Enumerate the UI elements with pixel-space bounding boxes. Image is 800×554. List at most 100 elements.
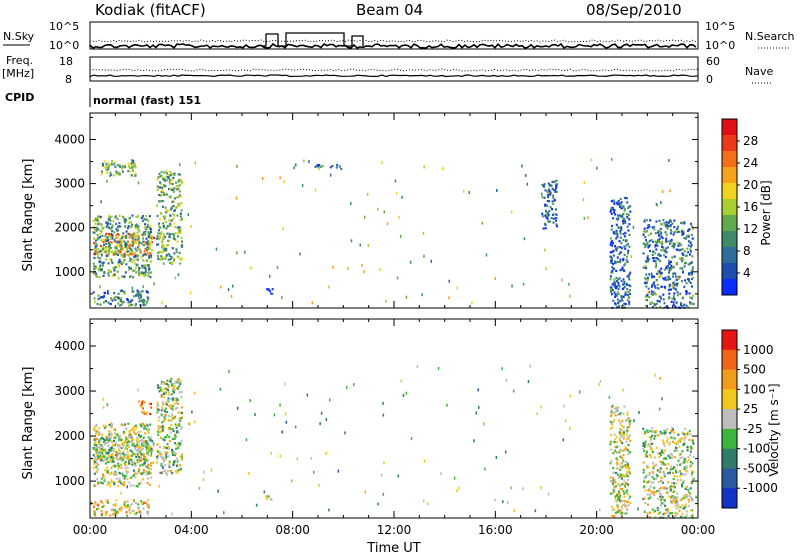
velocity-echo-cell xyxy=(107,460,110,464)
power-echo-cell xyxy=(114,246,117,249)
power-echo-cell xyxy=(131,223,134,226)
power-echo-cell xyxy=(609,255,612,258)
power-echo-cell xyxy=(690,297,693,300)
power-echo-cell xyxy=(118,222,121,225)
power-echo-cell xyxy=(153,236,156,240)
power-echo-cell xyxy=(669,242,671,245)
velocity-echo-cell xyxy=(95,461,98,465)
power-echo-cell xyxy=(682,270,684,273)
power-echo-cell xyxy=(649,302,652,305)
velocity-echo-cell xyxy=(169,404,172,407)
power-echo-cell xyxy=(172,260,175,263)
power-echo-cell xyxy=(120,240,123,243)
velocity-echo-cell xyxy=(176,460,179,463)
power-echo-cell xyxy=(619,197,622,201)
power-echo-cell xyxy=(161,244,164,247)
power-echo-cell xyxy=(180,236,183,240)
velocity-echo-cell xyxy=(112,513,115,516)
velocity-echo-cell xyxy=(660,502,663,505)
power-echo-cell xyxy=(163,249,166,252)
power-echo-cell xyxy=(617,302,619,305)
velocity-echo-cell xyxy=(364,490,367,494)
velocity-echo-cell xyxy=(136,450,139,453)
power-echo-cell xyxy=(178,257,181,260)
power-echo-cell xyxy=(92,291,95,294)
velocity-echo-cell xyxy=(138,447,141,450)
velocity-echo-cell xyxy=(152,443,155,446)
power-echo-cell xyxy=(626,287,629,291)
velocity-echo-cell xyxy=(675,498,678,502)
velocity-echo-cell xyxy=(687,446,690,449)
velocity-echo-cell xyxy=(647,497,650,500)
power-echo-cell xyxy=(95,239,97,242)
velocity-echo-cell xyxy=(653,478,656,481)
velocity-echo-cell xyxy=(653,511,656,514)
velocity-echo-cell xyxy=(123,477,126,480)
velocity-echo-cell xyxy=(672,428,674,431)
power-echo-cell xyxy=(545,216,548,219)
velocity-echo-cell xyxy=(382,492,385,496)
power-echo-cell xyxy=(646,226,649,230)
velocity-echo-cell xyxy=(685,465,688,468)
power-echo-cell xyxy=(105,254,108,257)
velocity-echo-cell xyxy=(156,401,159,404)
power-echo-cell xyxy=(104,168,107,171)
power-echo-cell xyxy=(628,277,631,280)
power-echo-cell xyxy=(98,217,101,220)
power-echo-cell xyxy=(108,269,111,272)
power-echo-cell xyxy=(96,275,99,278)
power-echo-cell xyxy=(138,293,141,296)
power-echo-cell xyxy=(671,283,674,287)
power-echo-cell xyxy=(187,213,190,217)
velocity-echo-cell xyxy=(115,472,118,475)
velocity-echo-cell xyxy=(93,502,96,505)
velocity-echo-cell xyxy=(619,509,622,512)
velocity-echo-cell xyxy=(124,505,126,508)
velocity-echo-cell xyxy=(110,471,113,474)
velocity-echo-cell xyxy=(93,512,96,516)
velocity-echo-cell xyxy=(170,393,173,396)
velocity-echo-cell xyxy=(102,397,105,401)
power-echo-cell xyxy=(131,251,134,254)
velocity-echo-cell xyxy=(663,512,666,515)
velocity-echo-cell xyxy=(146,430,149,433)
velocity-echo-cell xyxy=(113,447,116,450)
velocity-echo-cell xyxy=(120,457,123,460)
velocity-echo-cell xyxy=(689,487,692,490)
velocity-echo-cell xyxy=(130,433,133,436)
velocity-echo-cell xyxy=(175,444,178,447)
power-echo-cell xyxy=(189,291,192,295)
power-echo-cell xyxy=(177,227,180,230)
power-echo-cell xyxy=(523,237,526,241)
velocity-echo-cell xyxy=(134,462,137,465)
power-echo-cell xyxy=(690,244,693,247)
velocity-echo-cell xyxy=(111,508,114,511)
power-ytick-label: 2000 xyxy=(54,221,85,235)
power-echo-cell xyxy=(120,245,123,248)
velocity-echo-cell xyxy=(617,406,620,409)
velocity-echo-cell xyxy=(671,426,673,430)
velocity-echo-cell xyxy=(625,472,628,475)
velocity-echo-cell xyxy=(625,491,628,494)
power-echo-cell xyxy=(659,305,662,309)
power-echo-cell xyxy=(178,251,181,254)
velocity-echo-cell xyxy=(142,436,145,439)
velocity-echo-cell xyxy=(659,504,662,507)
velocity-echo-cell xyxy=(612,467,615,470)
power-echo-cell xyxy=(130,234,133,237)
velocity-echo-cell xyxy=(642,497,645,501)
velocity-echo-cell xyxy=(156,443,159,446)
power-echo-cell xyxy=(176,204,179,207)
velocity-echo-cell xyxy=(654,431,657,434)
power-echo-cell xyxy=(681,297,684,300)
power-echo-cell xyxy=(137,225,140,228)
velocity-echo-cell xyxy=(647,503,649,506)
velocity-echo-cell xyxy=(105,441,107,444)
velocity-echo-cell xyxy=(179,428,182,431)
power-echo-cell xyxy=(617,281,620,285)
velocity-echo-cell xyxy=(120,447,123,450)
velocity-ytick-label: 3000 xyxy=(54,384,85,398)
power-echo-cell xyxy=(126,298,129,302)
